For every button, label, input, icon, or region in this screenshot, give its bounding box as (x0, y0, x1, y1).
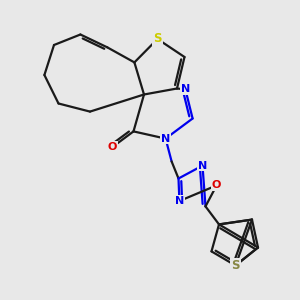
Text: S: S (231, 259, 240, 272)
Text: O: O (108, 142, 117, 152)
Text: N: N (181, 84, 190, 94)
Text: O: O (212, 180, 221, 190)
Text: N: N (198, 160, 207, 171)
Text: N: N (175, 196, 184, 206)
Text: S: S (153, 32, 162, 46)
Text: N: N (161, 134, 170, 144)
